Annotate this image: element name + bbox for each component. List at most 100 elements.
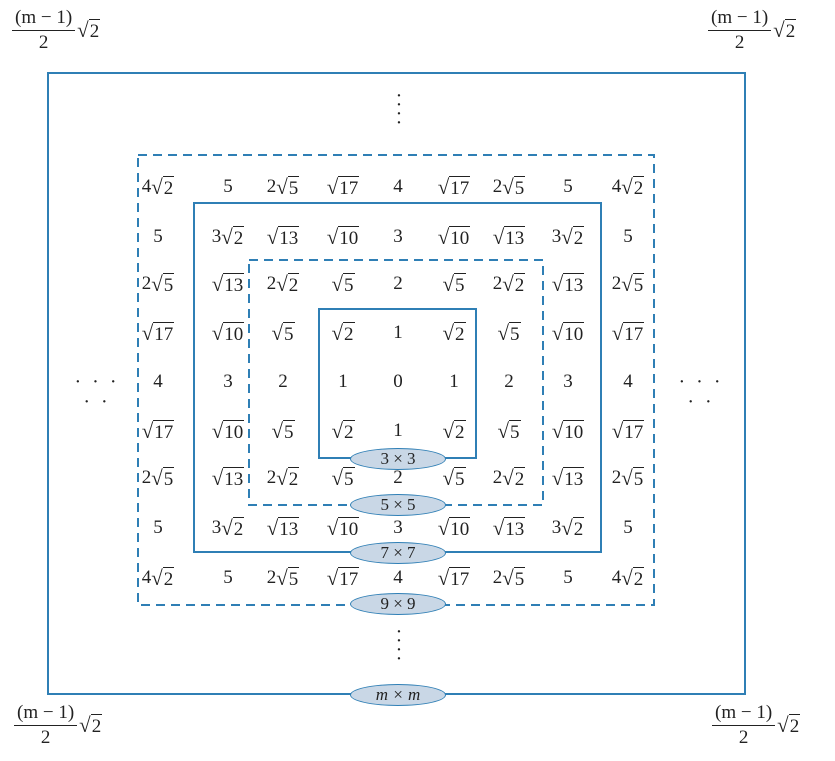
cell-radicand: 17 [623,420,645,443]
grid-cell: √ 10 [540,319,596,347]
sqrt-symbol: √ 2 [502,466,526,490]
grid-cell: 3 √ 2 [200,514,256,542]
cell-radicand: 2 [232,517,245,540]
cell-radicand: 2 [572,226,585,249]
grid-cell: 2 [370,270,426,298]
sqrt-symbol: √ 13 [266,516,300,540]
cell-coefficient: 2 [266,273,277,294]
cell-coefficient: 4 [141,567,152,588]
cell-radicand: 10 [449,226,471,249]
cell-radicand: 13 [504,226,526,249]
grid-cell: 5 [200,564,256,592]
grid-cell: 5 [540,564,596,592]
grid-cell: √ 2 [426,417,482,445]
cell-value: 1 [393,420,403,441]
cell-value: 0 [393,371,403,392]
cell-radicand: 5 [283,322,295,345]
cell-coefficient: 2 [266,467,277,488]
cell-radicand: 2 [232,226,245,249]
sqrt-symbol: √ 5 [497,321,521,345]
sqrt-symbol: √ 5 [271,321,295,345]
badge-7x7: 7 × 7 [350,542,446,564]
grid-cell: √ 17 [315,173,371,201]
cell-radicand: 2 [454,420,466,443]
cell-radicand: 13 [278,226,300,249]
cell-value: 4 [153,371,163,392]
cell-coefficient: 2 [141,467,152,488]
sqrt-symbol: √ 5 [502,175,526,199]
grid-cell: √ 13 [540,464,596,492]
cell-radicand: 5 [343,273,355,296]
grid-cell: 3 √ 2 [200,223,256,251]
grid-cell: 0 [370,368,426,396]
cell-radicand: 10 [563,420,585,443]
cell-radicand: 17 [623,322,645,345]
grid-cell: 5 [540,173,596,201]
grid-cell: 5 [130,514,186,542]
grid-cell: 2 √ 2 [255,464,311,492]
grid-cell: 2 √ 2 [255,270,311,298]
grid-cell: √ 17 [426,564,482,592]
cell-coefficient: 4 [611,176,622,197]
grid-cell: √ 17 [315,564,371,592]
cell-value: 2 [278,371,288,392]
cell-radicand: 2 [343,420,355,443]
grid-cell: 1 [370,417,426,445]
cell-radicand: 5 [283,420,295,443]
sqrt-symbol: √ 5 [502,566,526,590]
grid-cell: 2 √ 5 [255,173,311,201]
grid-cell: √ 13 [200,464,256,492]
grid-cell: 4 √ 2 [130,173,186,201]
sqrt-symbol: √ 17 [326,566,360,590]
cell-radicand: 5 [287,176,300,199]
sqrt-symbol: √ 5 [276,175,300,199]
badge-mxm: m × m [350,684,446,706]
badge-mxm-label: m × m [375,685,421,704]
grid-cell: 2 √ 5 [600,270,656,298]
grid-cell: 4 √ 2 [600,173,656,201]
cell-coefficient: 2 [492,467,503,488]
sqrt-symbol: √ 13 [551,272,585,296]
cell-radicand: 10 [223,420,245,443]
grid-cell: 2 √ 2 [481,270,537,298]
cell-coefficient: 4 [611,567,622,588]
sqrt-symbol: √ 5 [271,419,295,443]
sqrt-symbol: √ 5 [151,466,175,490]
cell-radicand: 5 [287,567,300,590]
cell-coefficient: 4 [141,176,152,197]
cell-radicand: 5 [162,273,175,296]
cell-coefficient: 2 [141,273,152,294]
cell-radicand: 2 [162,176,175,199]
grid-cell: 3 [370,223,426,251]
cell-radicand: 13 [563,467,585,490]
corner-label-bottom-right: (m − 1) 2 √ 2 [712,703,801,748]
cell-radicand: 13 [278,517,300,540]
cell-coefficient: 2 [266,176,277,197]
grid-cell: 5 [600,514,656,542]
sqrt-symbol: √ 17 [141,321,175,345]
grid-cell: 2 √ 5 [600,464,656,492]
grid-cell: 3 [540,368,596,396]
cell-value: 5 [153,226,163,247]
cell-coefficient: 2 [492,273,503,294]
grid-cell: √ 10 [315,223,371,251]
ellipsis-top: · · · · [395,85,403,134]
sqrt-symbol: √ 2 [502,272,526,296]
sqrt-symbol: √ 2 [221,516,245,540]
grid-cell: √ 10 [315,514,371,542]
sqrt-symbol: √ 2 [331,321,355,345]
cell-radicand: 5 [454,467,466,490]
sqrt-symbol: √ 13 [266,225,300,249]
grid-cell: 2 √ 2 [481,464,537,492]
sqrt-symbol: √ 13 [492,516,526,540]
sqrt-symbol: √ 17 [611,321,645,345]
cell-radicand: 10 [338,517,360,540]
grid-cell: 4 [370,564,426,592]
sqrt-symbol: √ 5 [621,466,645,490]
cell-value: 2 [393,467,403,488]
corner-label-top-left: (m − 1) 2 √ 2 [12,8,101,53]
cell-value: 3 [563,371,573,392]
cell-radicand: 17 [449,567,471,590]
cell-radicand: 13 [223,273,245,296]
